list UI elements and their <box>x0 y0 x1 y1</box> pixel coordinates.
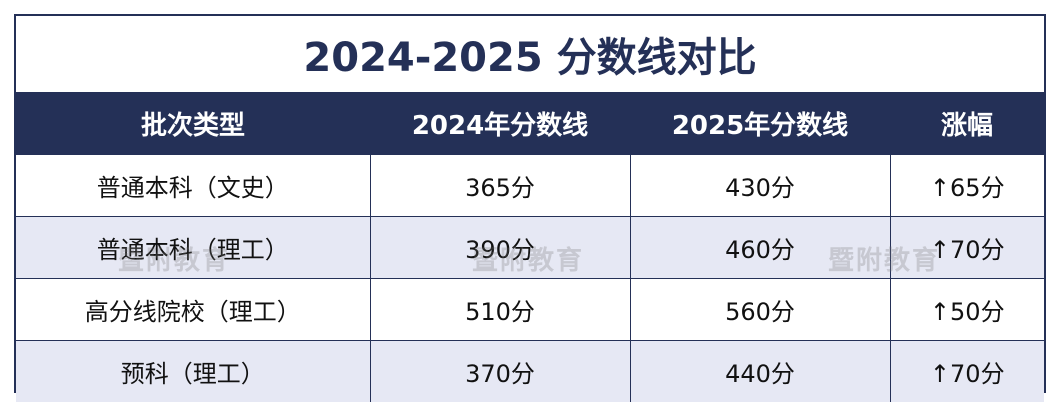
header-cell: 批次类型 <box>16 92 370 155</box>
table-row: 普通本科（文史） 365分 430分 ↑65分 <box>16 154 1044 217</box>
table-row: 普通本科（理工） 390分 460分 ↑70分 <box>16 216 1044 279</box>
table-cell: 普通本科（文史） <box>16 154 370 217</box>
header-cell: 2025年分数线 <box>630 92 890 155</box>
score-table: 批次类型 2024年分数线 2025年分数线 涨幅 普通本科（文史） 365分 430分 ↑… <box>16 92 1044 402</box>
table-cell: ↑70分 <box>889 216 1044 279</box>
table-cell: 365分 <box>369 154 630 217</box>
header-cell: 涨幅 <box>890 92 1044 155</box>
table-cell: 370分 <box>369 340 630 402</box>
table-cell: 440分 <box>629 340 890 402</box>
table-cell: 高分线院校（理工） <box>16 278 370 341</box>
table-cell: 430分 <box>629 154 890 217</box>
table-cell: 510分 <box>369 278 630 341</box>
table-row: 高分线院校（理工） 510分 560分 ↑50分 <box>16 278 1044 341</box>
table-cell: ↑65分 <box>889 154 1044 217</box>
table-cell: ↑50分 <box>889 278 1044 341</box>
table-cell: 560分 <box>629 278 890 341</box>
table-cell: 460分 <box>629 216 890 279</box>
table-cell: 390分 <box>369 216 630 279</box>
header-row: 批次类型 2024年分数线 2025年分数线 涨幅 <box>16 92 1044 155</box>
header-cell: 2024年分数线 <box>370 92 630 155</box>
table-cell: 预科（理工） <box>16 340 370 402</box>
table-frame: 2024-2025 分数线对比 批次类型 2024年分数线 2025年分数线 涨幅 普… <box>14 14 1046 402</box>
table-row: 预科（理工） 370分 440分 ↑70分 <box>16 340 1044 402</box>
table-cell: 普通本科（理工） <box>16 216 370 279</box>
table-title: 2024-2025 分数线对比 <box>303 35 757 81</box>
table-cell: ↑70分 <box>889 340 1044 402</box>
